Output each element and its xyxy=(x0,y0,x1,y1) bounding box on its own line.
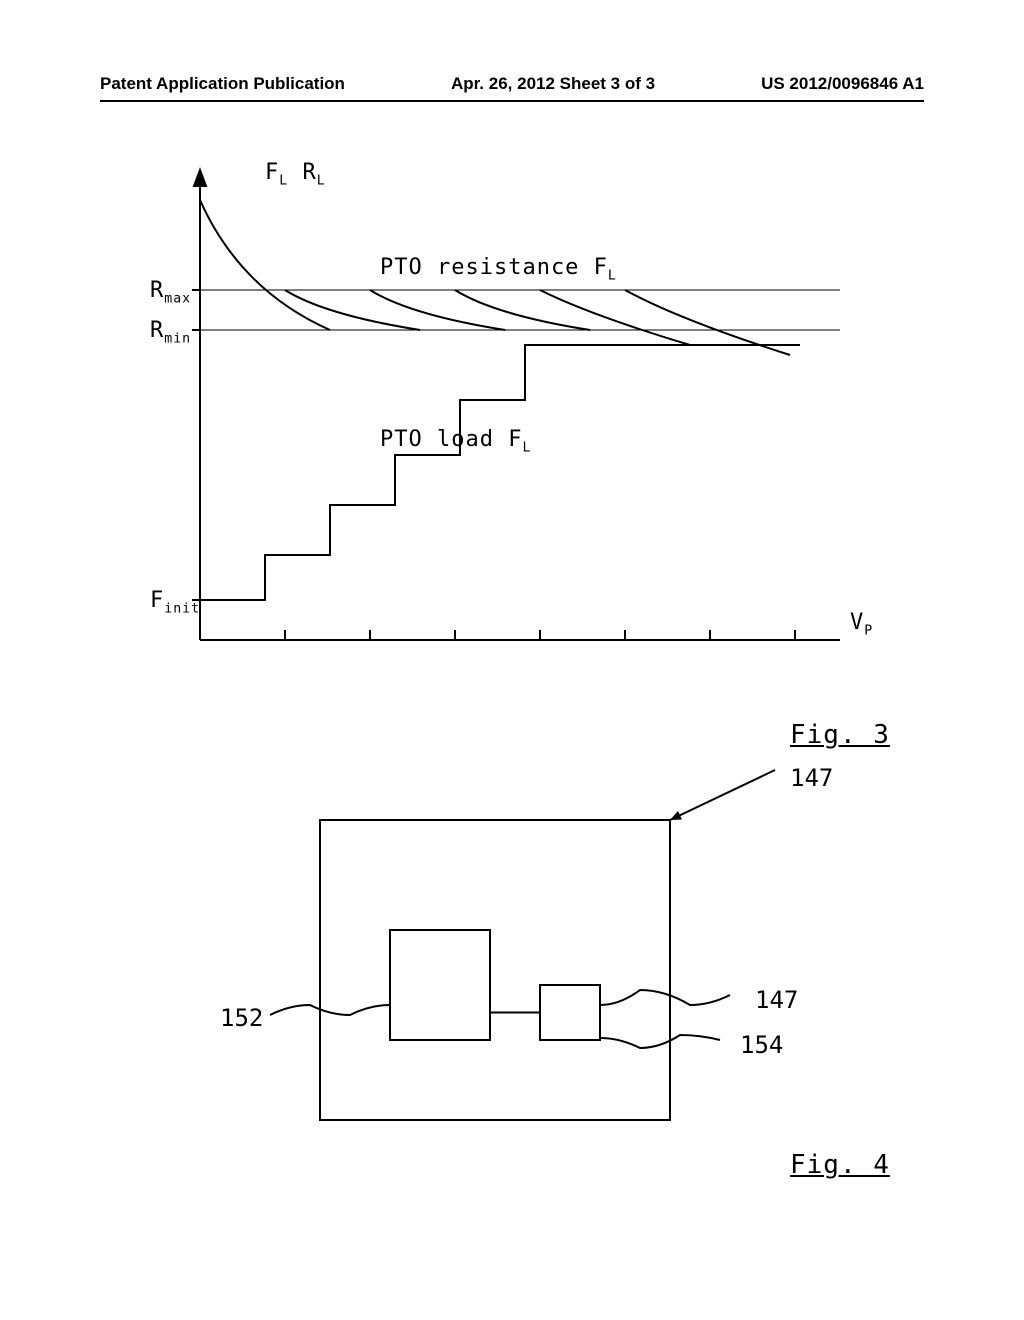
svg-text:147: 147 xyxy=(790,764,833,792)
header-center: Apr. 26, 2012 Sheet 3 of 3 xyxy=(451,74,655,94)
fig3-rmin-label: Rmin xyxy=(150,318,191,346)
header-rule xyxy=(100,100,924,102)
header-right: US 2012/0096846 A1 xyxy=(761,74,924,94)
fig3-rmax-label: Rmax xyxy=(150,278,191,306)
fig3-yaxis-label: FL RL xyxy=(265,160,326,188)
fig3-xaxis-label: VP xyxy=(850,610,873,638)
page-header: Patent Application Publication Apr. 26, … xyxy=(0,74,1024,94)
fig3-chart xyxy=(140,160,890,690)
fig3-curve-label: PTO resistance FL xyxy=(380,255,617,283)
svg-text:152: 152 xyxy=(220,1004,263,1032)
fig3-caption: Fig. 3 xyxy=(790,720,890,750)
header-left: Patent Application Publication xyxy=(100,74,345,94)
fig4-caption: Fig. 4 xyxy=(790,1150,890,1180)
fig3-step-label: PTO load FL xyxy=(380,427,531,455)
page-root: Patent Application Publication Apr. 26, … xyxy=(0,0,1024,1320)
svg-text:154: 154 xyxy=(740,1031,783,1059)
svg-text:147: 147 xyxy=(755,986,798,1014)
fig3-finit-label: Finit xyxy=(150,588,200,616)
fig4-diagram: 147 147 154 152 xyxy=(200,760,880,1160)
